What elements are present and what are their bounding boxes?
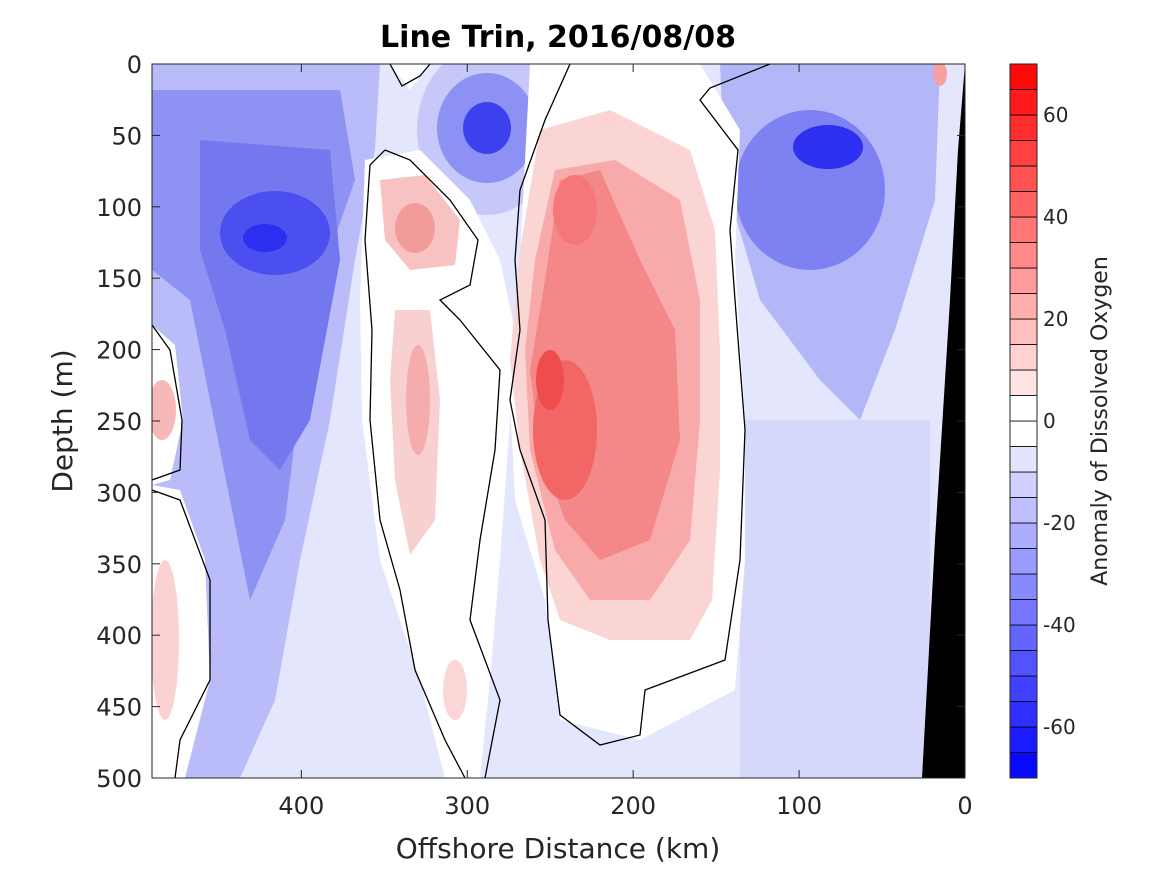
blue-column-right <box>740 420 930 778</box>
colorbar-band <box>1009 650 1038 677</box>
colorbar-band <box>1009 471 1038 498</box>
x-tick-label: 100 <box>776 792 822 820</box>
zero-contour-3 <box>384 149 501 778</box>
red-patch-far-left-deep <box>152 560 179 720</box>
colorbar-band <box>1009 420 1038 447</box>
zero-contour-1 <box>389 64 431 87</box>
blue-patch-top-inner <box>463 102 511 154</box>
colorbar-band <box>1009 140 1038 167</box>
colorbar-band <box>1009 701 1038 728</box>
y-tick-label: 0 <box>127 51 142 79</box>
y-tick-label: 100 <box>96 194 142 222</box>
colorbar-band <box>1009 63 1038 90</box>
colorbar-tick-label: -40 <box>1043 613 1076 637</box>
colorbar-band <box>1009 522 1038 549</box>
zero-contour-6 <box>152 489 211 778</box>
colorbar-band <box>1009 497 1038 524</box>
contour-field <box>152 64 965 778</box>
colorbar-tick-label: 60 <box>1043 103 1068 127</box>
y-axis-label: Depth (m) <box>46 349 79 492</box>
x-tick-label: 200 <box>610 792 656 820</box>
colorbar-band <box>1009 344 1038 371</box>
y-tick-label: 250 <box>96 408 142 436</box>
blue-core-inner <box>243 224 287 252</box>
zero-contour-lines <box>152 64 771 778</box>
zero-band-topleft <box>390 64 430 90</box>
zero-contour-2 <box>509 64 771 746</box>
red-patch-deep <box>443 660 467 720</box>
zero-contour-5 <box>152 324 183 481</box>
red-patch-far-left <box>152 380 176 440</box>
x-axis-label: Offshore Distance (km) <box>396 832 721 865</box>
colorbar-band <box>1009 114 1038 141</box>
colorbar-band <box>1009 318 1038 345</box>
y-tick-label: 50 <box>111 122 142 150</box>
y-tick-label: 500 <box>96 765 142 793</box>
colorbar-band <box>1009 369 1038 396</box>
red-core-upper <box>553 175 597 245</box>
colorbar-band <box>1009 165 1038 192</box>
colorbar-tick-label: 20 <box>1043 307 1068 331</box>
colorbar-band <box>1009 548 1038 575</box>
zero-contour-4 <box>364 149 466 778</box>
colorbar-band <box>1009 242 1038 269</box>
colorbar-band <box>1009 191 1038 218</box>
red-patch-left-mid-core <box>406 345 430 455</box>
colorbar-band <box>1009 675 1038 702</box>
colorbar-label: Anomaly of Dissolved Oxygen <box>1088 256 1113 586</box>
colorbar-tick-label: 0 <box>1043 409 1056 433</box>
colorbar-band <box>1009 89 1038 116</box>
colorbar-band <box>1009 267 1038 294</box>
colorbar-band <box>1009 446 1038 473</box>
colorbar-band <box>1009 599 1038 626</box>
y-axis: 0 50 100 150 200 250 300 350 400 450 500 <box>96 51 965 793</box>
x-tick-label: 300 <box>444 792 490 820</box>
y-tick-label: 300 <box>96 479 142 507</box>
colorbar-frame <box>1009 63 1038 779</box>
plot-area <box>151 63 966 779</box>
y-tick-label: 150 <box>96 265 142 293</box>
y-tick-label: 450 <box>96 694 142 722</box>
zero-band-left <box>360 150 515 778</box>
x-tick-label: 400 <box>278 792 324 820</box>
chart-title: Line Trin, 2016/08/08 <box>380 20 736 55</box>
x-axis: 400 300 200 100 0 <box>278 64 973 820</box>
y-tick-label: 350 <box>96 551 142 579</box>
red-core-deep <box>536 350 564 410</box>
red-patch-surface-right <box>933 64 947 86</box>
colorbar-band <box>1009 624 1038 651</box>
colorbar-tick-label: 40 <box>1043 205 1068 229</box>
bathymetry <box>922 64 965 778</box>
colorbar-tick-label: -60 <box>1043 715 1076 739</box>
colorbar: 60 40 20 0 -20 -40 -60 <box>1009 63 1076 779</box>
colorbar-band <box>1009 216 1038 243</box>
y-tick-label: 200 <box>96 337 142 365</box>
colorbar-band <box>1009 395 1038 422</box>
colorbar-band <box>1009 573 1038 600</box>
red-patch-left-top-core <box>395 203 435 253</box>
y-tick-label: 400 <box>96 622 142 650</box>
colorbar-band <box>1009 726 1038 753</box>
colorbar-band <box>1009 293 1038 320</box>
colorbar-band <box>1009 752 1038 779</box>
x-tick-label: 0 <box>957 792 972 820</box>
colorbar-tick-label: -20 <box>1043 511 1076 535</box>
blue-patch-right-inner <box>793 125 863 169</box>
